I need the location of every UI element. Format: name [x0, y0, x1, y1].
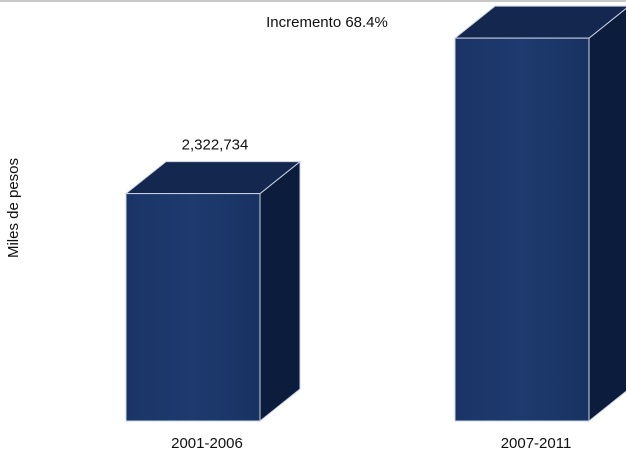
bar-side-face [259, 160, 301, 423]
bar-front-face [125, 193, 261, 422]
bars-layer [124, 5, 626, 423]
bar-1 [124, 160, 302, 423]
value-label-1: 2,322,734 [182, 137, 249, 154]
bar-2 [453, 5, 626, 423]
category-label-1: 2001-2006 [171, 435, 243, 452]
y-axis-label: Miles de pesos [5, 158, 22, 258]
annotation-text: Incremento 68.4% [266, 14, 388, 31]
bar-front-face [454, 37, 590, 422]
bar-side-face [588, 7, 626, 423]
category-label-2: 2007-2011 [501, 435, 572, 452]
